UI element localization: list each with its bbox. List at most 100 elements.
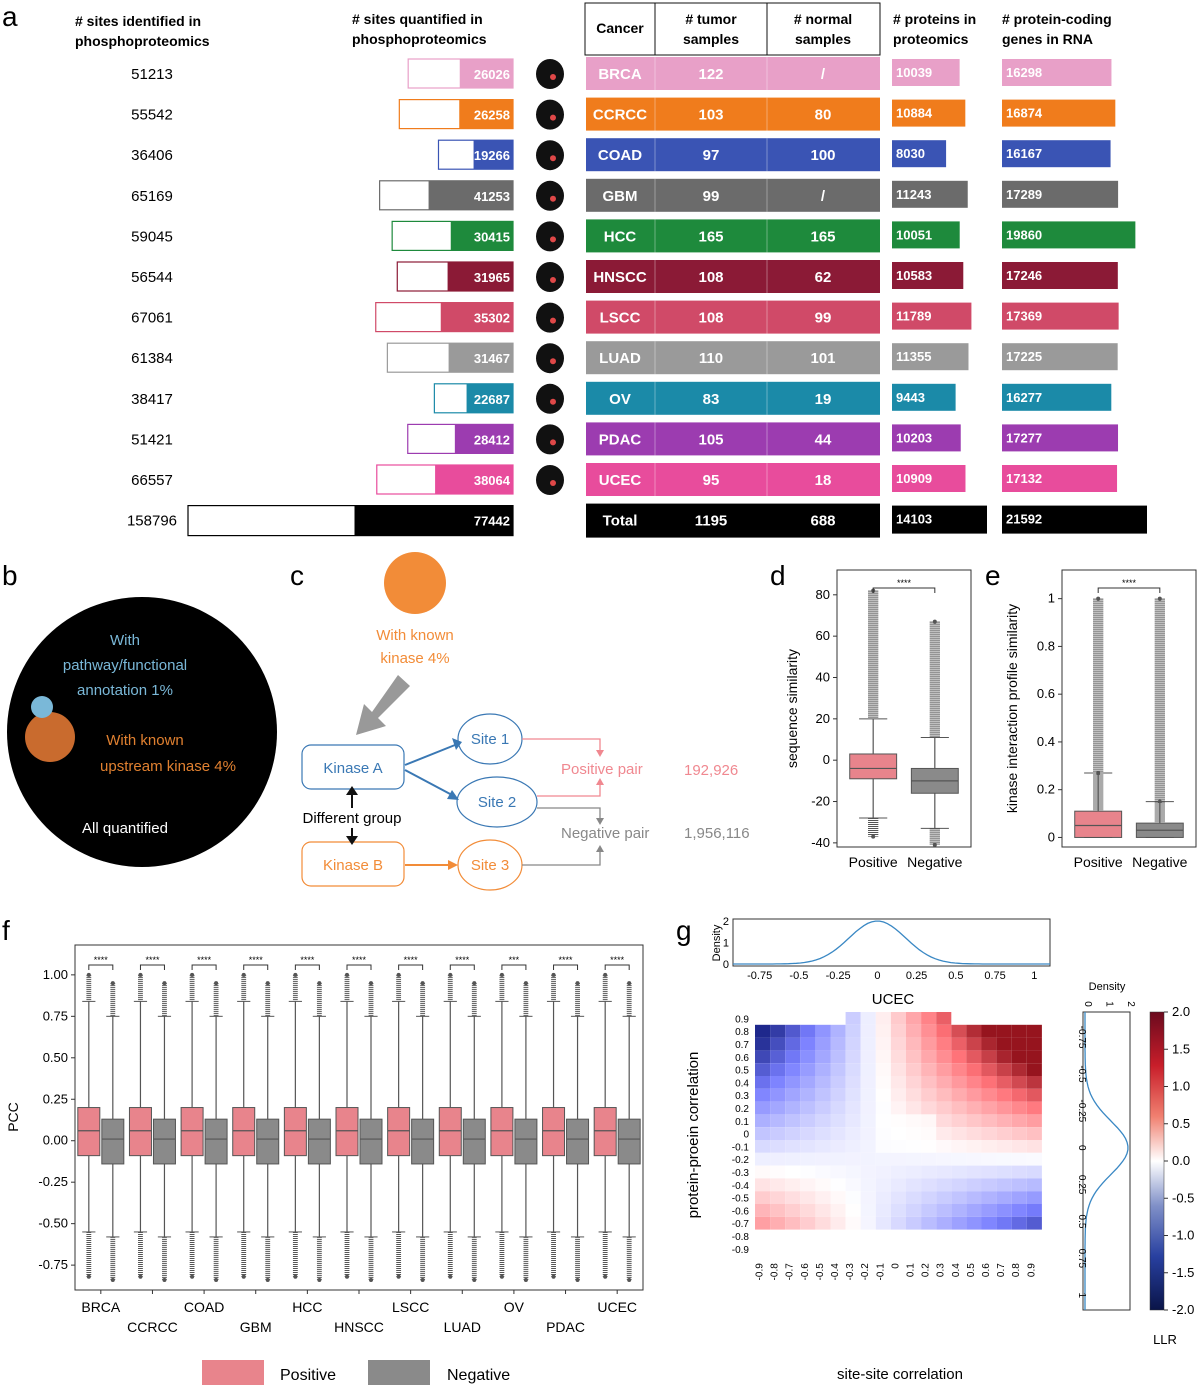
rna-bar xyxy=(1002,505,1147,534)
heatmap-cell xyxy=(951,1152,967,1166)
box-iqr xyxy=(617,1118,641,1165)
heatmap-y-tick: 0.3 xyxy=(735,1091,749,1102)
heatmap-cell xyxy=(845,1024,861,1038)
side-density-y-tick: 0.5 xyxy=(1076,1215,1087,1229)
negative-pair-count: 1,956,116 xyxy=(684,825,750,842)
y-tick-label: -0.75 xyxy=(38,1257,68,1272)
tumor-dot xyxy=(550,195,556,202)
heatmap-cell xyxy=(1026,1114,1042,1128)
heatmap-cell xyxy=(860,1012,876,1025)
quantified-bar xyxy=(354,505,513,536)
heatmap-cell xyxy=(890,1114,906,1128)
outlier-point xyxy=(214,981,219,986)
heatmap-cell xyxy=(875,1037,891,1051)
heatmap-cell xyxy=(830,1127,846,1140)
heatmap-cell xyxy=(906,1140,922,1153)
quantified-value: 28412 xyxy=(474,432,510,447)
heatmap-cell xyxy=(890,1037,906,1051)
heatmap-cell xyxy=(860,1165,876,1179)
box-positive xyxy=(542,972,566,1279)
arrow-head xyxy=(596,778,604,785)
cancer-row-bg xyxy=(586,260,880,293)
heatmap-cell xyxy=(1011,1216,1027,1230)
heatmap-cell xyxy=(785,1191,801,1204)
rna-value: 17246 xyxy=(1006,268,1042,283)
organ-shape xyxy=(536,383,564,414)
box-positive xyxy=(1074,596,1123,838)
significance-label: **** xyxy=(300,955,315,965)
heatmap-cell xyxy=(981,1024,997,1038)
heatmap-y-tick: 0.2 xyxy=(735,1104,749,1115)
heatmap-y-tick: -0.4 xyxy=(732,1181,750,1192)
y-tick-label: 80 xyxy=(816,587,830,602)
cancer-name: GBM xyxy=(603,188,638,205)
heatmap-cell xyxy=(845,1204,861,1217)
rna-value: 17289 xyxy=(1006,187,1042,202)
header-tumor-1: # tumor xyxy=(685,11,737,27)
known-kinase-dot xyxy=(384,552,446,614)
normal-count: 19 xyxy=(815,391,832,408)
rna-value: 16298 xyxy=(1006,65,1042,80)
cancer-row-bg xyxy=(586,463,880,496)
heatmap-cell xyxy=(755,1216,771,1230)
heatmap-y-tick: -0.6 xyxy=(732,1206,750,1217)
heatmap-cell xyxy=(921,1088,937,1102)
heatmap-cell xyxy=(830,1191,846,1204)
box-negative xyxy=(101,981,125,1283)
heatmap-cell xyxy=(981,1127,997,1140)
heatmap-cell xyxy=(981,1178,997,1192)
cancer-name: UCEC xyxy=(599,472,642,489)
proteins-bar xyxy=(892,343,969,371)
significance-bracket xyxy=(294,964,320,970)
box-positive xyxy=(387,972,411,1279)
heatmap-y-tick: -0.9 xyxy=(732,1245,750,1256)
outlier-point xyxy=(932,842,937,847)
rna-value: 17277 xyxy=(1006,430,1042,445)
big-arrow xyxy=(356,675,410,735)
all-quantified-circle xyxy=(7,597,277,867)
proteins-bar xyxy=(892,424,961,452)
heatmap-cell xyxy=(1026,1101,1042,1115)
positive-bracket xyxy=(522,738,601,752)
rna-bar xyxy=(1002,302,1119,330)
label-bg xyxy=(290,808,415,828)
tumor-count: 110 xyxy=(699,350,723,367)
positive-pair-count: 192,926 xyxy=(684,762,738,779)
heatmap-cell xyxy=(770,1050,786,1064)
tumor-count: 103 xyxy=(698,107,723,124)
heatmap-cell xyxy=(1026,1204,1042,1217)
y-tick-label: 1.00 xyxy=(43,967,68,982)
heatmap-cell xyxy=(860,1088,876,1102)
quantified-value: 41253 xyxy=(474,189,510,204)
heatmap-cell xyxy=(906,1088,922,1102)
heatmap-cell xyxy=(845,1050,861,1064)
heatmap-cell xyxy=(860,1050,876,1064)
heatmap-cell xyxy=(770,1127,786,1140)
quantified-bar xyxy=(459,59,513,88)
heatmap-cell xyxy=(815,1204,831,1217)
outlier-point xyxy=(396,972,401,977)
heatmap-y-tick: 0.6 xyxy=(735,1053,749,1064)
known-kinase-circle xyxy=(25,712,75,762)
heatmap-cell xyxy=(966,1152,982,1166)
heatmap-cell xyxy=(830,1088,846,1102)
different-group-label: Different group xyxy=(303,810,402,827)
normal-count: 101 xyxy=(810,350,835,367)
heatmap-x-tick: 0.6 xyxy=(981,1263,992,1277)
heatmap-cell xyxy=(815,1101,831,1115)
density-x-tick: 0.75 xyxy=(984,970,1005,982)
heatmap-cell xyxy=(981,1165,997,1179)
heatmap-y-tick: 0.5 xyxy=(735,1066,749,1077)
outlier-point xyxy=(214,1278,219,1283)
kinase-a-label: Kinase A xyxy=(323,760,382,777)
heatmap-cell xyxy=(875,1178,891,1192)
box-iqr xyxy=(232,1107,256,1157)
box-iqr xyxy=(180,1107,204,1157)
significance-bracket xyxy=(553,964,579,970)
tumor-dot xyxy=(550,277,556,283)
heatmap-cell xyxy=(1011,1088,1027,1102)
y-tick-label: -40 xyxy=(811,835,830,850)
outlier-point xyxy=(162,1278,167,1283)
significance-label: **** xyxy=(145,955,160,965)
